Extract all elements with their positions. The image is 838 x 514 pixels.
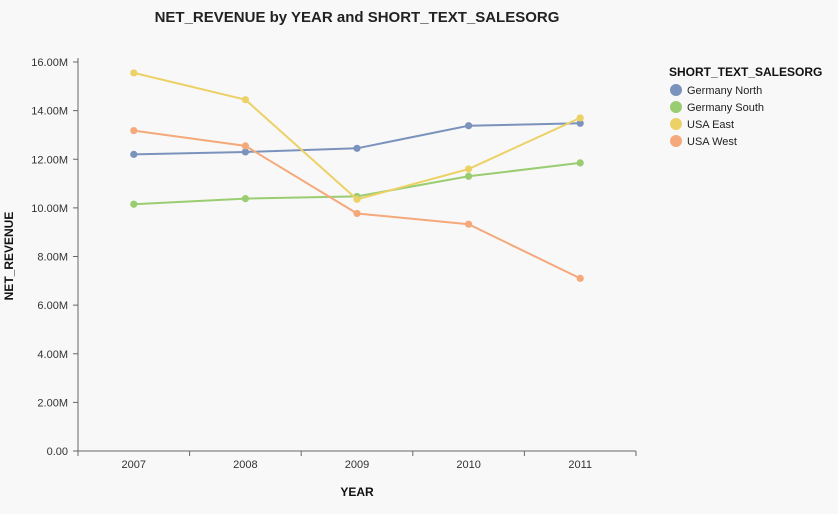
x-tick-label-3: 2010 [456,459,480,471]
legend-title: SHORT_TEXT_SALESORG [669,65,822,79]
y-tick-label-7: 14.00M [31,106,68,118]
data-point-usa-west-2008 [241,142,249,150]
data-point-germany-south-2011 [576,159,584,167]
legend-swatch-germany-south [670,101,682,113]
legend-swatch-germany-north [670,84,682,96]
legend-swatch-usa-east [670,118,682,130]
y-tick-label-4: 8.00M [37,252,68,264]
data-point-germany-north-2007 [130,150,138,158]
legend-swatch-usa-west [670,135,682,147]
y-tick-label-5: 10.00M [31,203,68,215]
legend-label-germany-south: Germany South [687,102,764,114]
x-tick-label-4: 2011 [568,459,592,471]
data-point-usa-east-2011 [576,114,584,122]
series-line-usa-east [133,71,581,201]
data-point-germany-north-2010 [465,122,473,130]
x-tick-label-1: 2008 [233,459,257,471]
y-tick-label-8: 16.00M [31,57,68,69]
data-point-usa-east-2008 [241,96,249,104]
data-point-usa-east-2010 [465,165,473,173]
data-point-usa-west-2007 [130,126,138,135]
legend-label-usa-east: USA East [687,119,734,131]
data-point-germany-north-2008 [241,148,249,156]
legend-label-germany-north: Germany North [687,85,762,97]
data-point-germany-north-2009 [353,144,361,152]
data-point-germany-south-2008 [241,195,249,203]
legend-label-usa-west: USA West [687,136,737,148]
x-tick-label-0: 2007 [122,459,146,471]
data-point-germany-north-2011 [576,119,584,127]
y-tick-label-3: 6.00M [37,300,68,312]
x-tick-label-2: 2009 [345,459,369,471]
data-point-usa-east-2009 [353,195,361,203]
y-tick-label-1: 2.00M [37,397,68,409]
data-point-usa-east-2007 [130,69,138,77]
y-tick-label-0: 0.00 [47,446,68,458]
data-point-usa-west-2011 [576,274,584,282]
y-tick-label-2: 4.00M [37,349,68,361]
legend: Germany North Germany South USA East USA We… [670,84,764,148]
data-point-usa-west-2009 [353,209,361,218]
chart-title: NET_REVENUE by YEAR and SHORT_TEXT_SALES… [155,9,560,26]
y-tick-label-6: 12.00M [31,154,68,166]
x-axis-title: YEAR [340,485,374,499]
data-point-usa-west-2010 [465,220,473,228]
plot-area: 0.00 2.00M 4.00M 6.00M 8.00M 10.00M 12.00M 14.0… [31,57,637,471]
data-point-germany-south-2007 [130,200,138,208]
data-point-germany-south-2010 [465,172,473,180]
y-axis-title: NET_REVENUE [2,212,16,301]
